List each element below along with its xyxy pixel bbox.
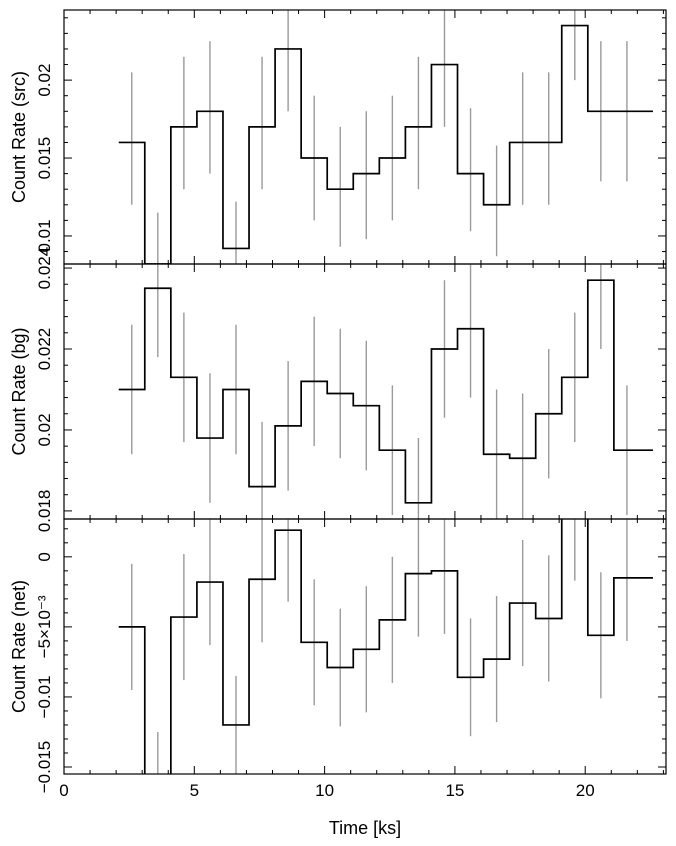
y-tick-label: 0.015 xyxy=(35,137,54,180)
step-line-net xyxy=(118,519,653,774)
y-tick-label: 0 xyxy=(35,552,54,561)
y-axis-title: Count Rate (bg) xyxy=(9,327,29,455)
panel-net: −0.015 −0.01 −5×10⁻³ 0 Count Rate (net) 0 5 10 1… xyxy=(9,518,667,838)
y-tick-label: 0.018 xyxy=(35,490,54,533)
step-line-bg xyxy=(118,279,653,504)
panel-bg: 0.018 0.02 0.022 0.024 Count Rate (bg) xyxy=(9,247,667,533)
plot-frame xyxy=(63,518,667,775)
x-tick-label: 5 xyxy=(190,781,199,800)
error-bars-net xyxy=(131,519,628,774)
x-tick-label: 0 xyxy=(59,781,68,800)
panel-src: 0.01 0.015 0.02 Count Rate (src) xyxy=(9,9,667,265)
y-tick-label: 0.01 xyxy=(35,219,54,252)
step-line-src xyxy=(118,24,653,264)
error-bars-src xyxy=(131,10,628,264)
x-tick-label: 20 xyxy=(576,781,595,800)
y-tick-label: −5×10⁻³ xyxy=(35,595,54,658)
y-tick-label: −0.015 xyxy=(35,741,54,793)
y-tick-label: 0.022 xyxy=(35,328,54,371)
y-axis-title: Count Rate (net) xyxy=(9,580,29,713)
plot-frame xyxy=(63,263,667,520)
y-tick-label: −0.01 xyxy=(35,675,54,718)
plot-frame xyxy=(63,9,667,265)
y-tick-label: 0.024 xyxy=(35,247,54,290)
x-tick-label: 15 xyxy=(445,781,464,800)
y-axis-title: Count Rate (src) xyxy=(9,71,29,203)
y-tick-label: 0.02 xyxy=(35,413,54,446)
y-tick-label: 0.02 xyxy=(35,64,54,97)
x-axis-title: Time [ks] xyxy=(329,818,401,838)
x-tick-label: 10 xyxy=(315,781,334,800)
error-bars-bg xyxy=(131,264,628,519)
